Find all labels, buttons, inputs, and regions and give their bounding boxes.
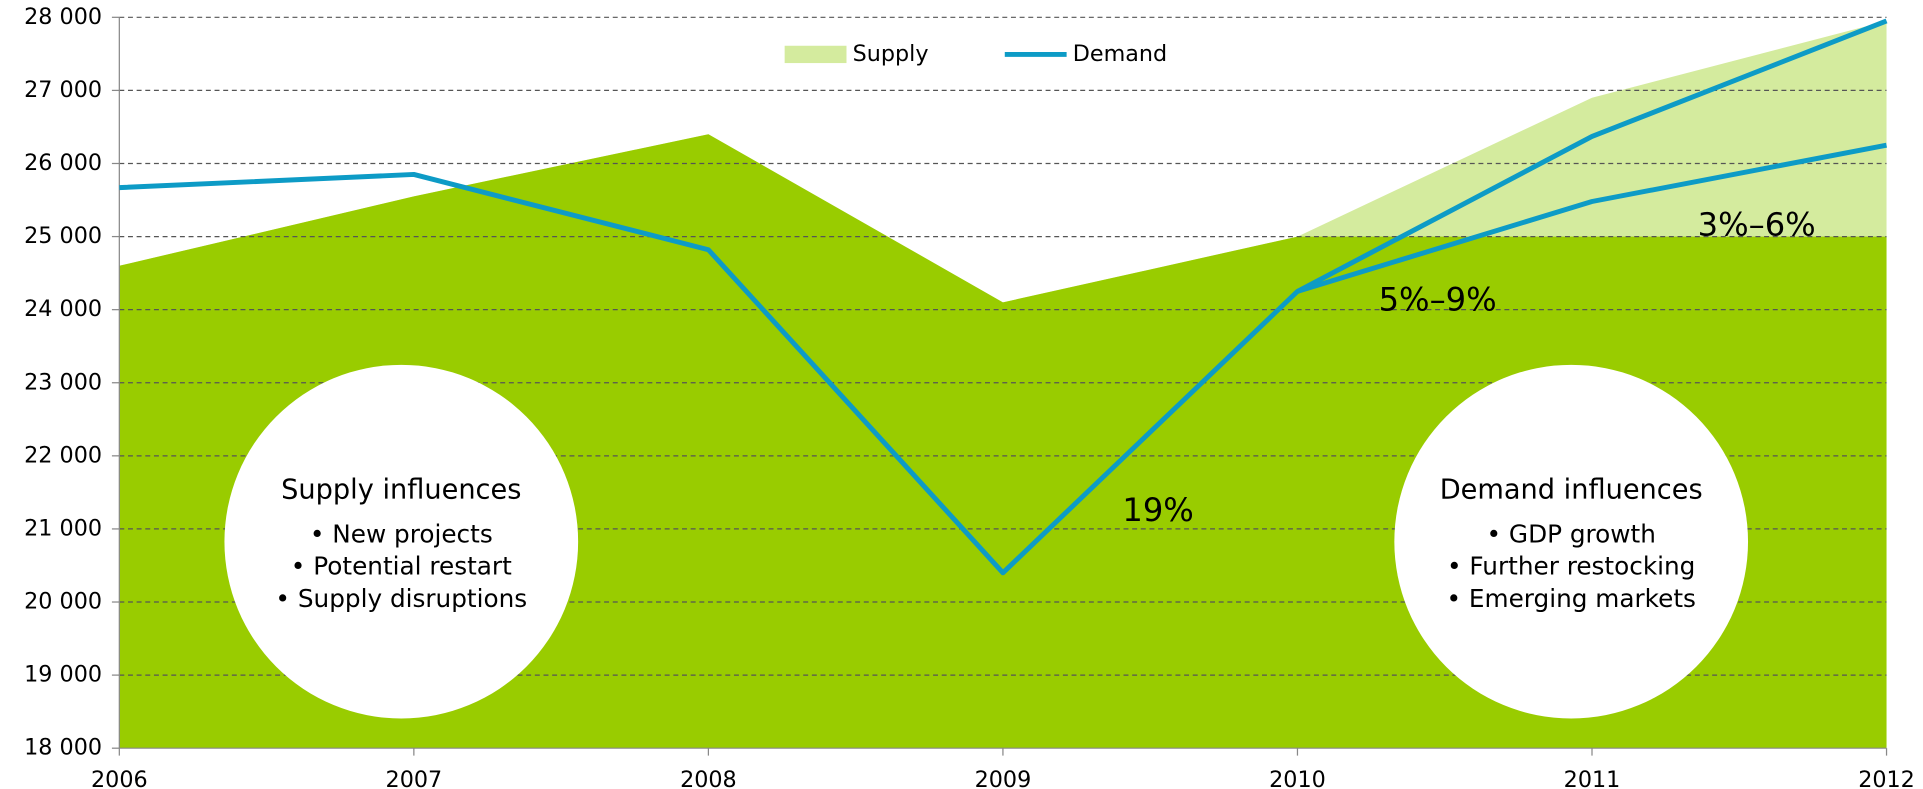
legend-label: Supply: [853, 41, 929, 67]
x-tick-label: 2011: [1564, 767, 1621, 789]
x-tick-label: 2007: [386, 767, 443, 789]
y-tick-label: 18 000: [24, 735, 102, 761]
y-tick-label: 22 000: [24, 442, 102, 468]
x-tick-label: 2009: [975, 767, 1032, 789]
annotation: 19%: [1122, 491, 1193, 529]
y-tick-label: 24 000: [24, 296, 102, 322]
x-tick-label: 2012: [1858, 767, 1915, 789]
circle-item: • Further restocking: [1447, 552, 1695, 581]
x-tick-label: 2006: [91, 767, 148, 789]
line: [1296, 142, 1887, 294]
y-tick-label: 21 000: [24, 515, 102, 541]
annotation: 3%–6%: [1698, 205, 1816, 243]
influence-circle: [1394, 364, 1749, 719]
circle-item: • Supply disruptions: [275, 584, 527, 613]
circle-item: • GDP growth: [1486, 519, 1655, 548]
y-tick-label: 20 000: [24, 589, 102, 615]
circle-title: Demand influences: [1440, 474, 1703, 505]
circle-item: • Emerging markets: [1446, 584, 1695, 613]
y-tick-label: 25 000: [24, 223, 102, 249]
y-tick-label: 26 000: [24, 150, 102, 176]
y-tick-label: 23 000: [24, 369, 102, 395]
circle-title: Supply influences: [281, 474, 521, 505]
y-tick-label: 28 000: [24, 4, 102, 30]
y-tick-label: 27 000: [24, 77, 102, 103]
y-tick-label: 19 000: [24, 662, 102, 688]
circle-item: • Potential restart: [291, 552, 512, 581]
x-tick-label: 2008: [680, 767, 737, 789]
circle-item: • New projects: [310, 519, 493, 548]
x-tick-label: 2010: [1269, 767, 1326, 789]
influence-circle: [224, 364, 579, 719]
line: [119, 18, 1888, 576]
annotation: 5%–9%: [1379, 281, 1497, 319]
legend-label: Demand: [1073, 41, 1167, 67]
legend-swatch: [784, 45, 847, 64]
